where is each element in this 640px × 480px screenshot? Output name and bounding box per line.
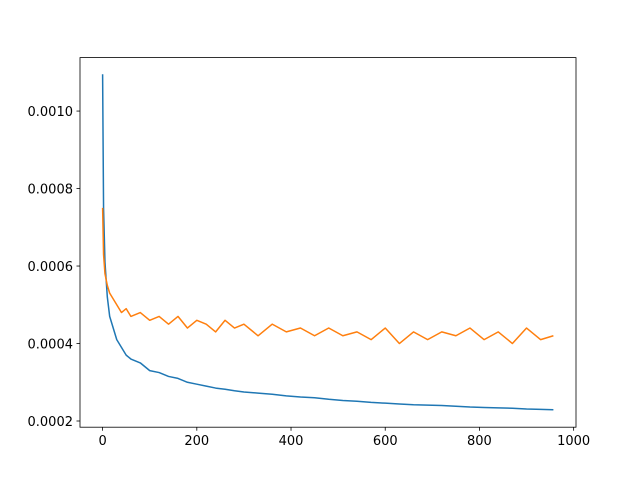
- y-tick-label: 0.0002: [28, 415, 74, 430]
- axes-frame: [79, 57, 577, 428]
- x-tick-label: 400: [279, 434, 304, 449]
- x-tick-label: 800: [467, 434, 492, 449]
- x-tick-label: 1000: [557, 434, 590, 449]
- y-tick-label: 0.0004: [28, 338, 74, 353]
- x-tick-label: 200: [184, 434, 209, 449]
- x-tick-label: 0: [98, 434, 106, 449]
- y-tick-label: 0.0008: [28, 183, 74, 198]
- y-tick-label: 0.0006: [28, 260, 74, 275]
- y-tick-label: 0.0010: [28, 105, 74, 120]
- line-series: [101, 207, 554, 345]
- line-series: [101, 74, 554, 411]
- x-tick-label: 600: [373, 434, 398, 449]
